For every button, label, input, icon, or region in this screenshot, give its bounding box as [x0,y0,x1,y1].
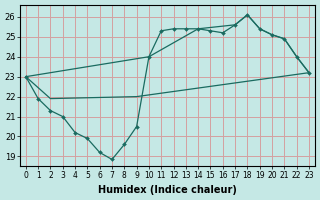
X-axis label: Humidex (Indice chaleur): Humidex (Indice chaleur) [98,185,237,195]
